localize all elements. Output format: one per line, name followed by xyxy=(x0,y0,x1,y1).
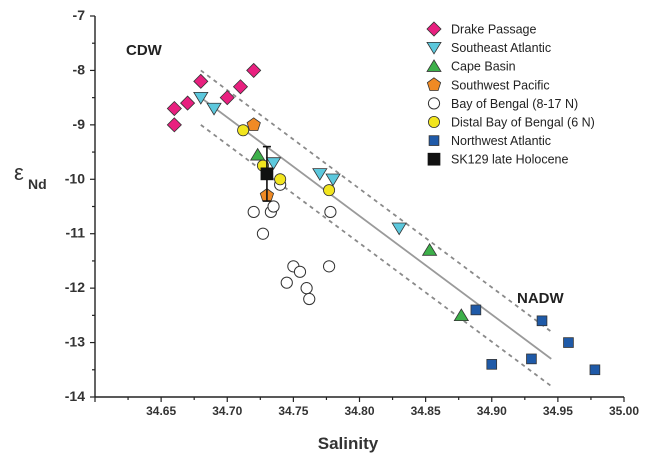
point-drake-passage xyxy=(246,62,262,78)
axes: 34.65 34.70 34.75 34.80 34.85 34.90 34.95 35.00… xyxy=(65,7,640,418)
x-tick-label: 34.70 xyxy=(212,404,242,418)
legend: Drake Passage Southeast Atlantic Cape Basi… xyxy=(426,21,595,167)
y-tick-label: -10 xyxy=(65,170,85,186)
legend-marker-southwest-pacific xyxy=(426,77,442,91)
x-tick-label: 34.95 xyxy=(543,404,573,418)
legend-marker-cape-basin xyxy=(426,59,442,72)
legend-label-bay-of-bengal-8-17-n: Bay of Bengal (8-17 N) xyxy=(451,97,578,111)
y-tick-label: -9 xyxy=(73,116,86,132)
point-bay-of-bengal-8-17-n xyxy=(280,276,293,289)
nadw-label: NADW xyxy=(517,290,564,307)
point-southeast-atlantic xyxy=(325,173,341,187)
point-drake-passage xyxy=(180,95,196,111)
point-distal-bay-of-bengal-6-n xyxy=(323,184,336,197)
point-distal-bay-of-bengal-6-n xyxy=(237,124,250,137)
point-bay-of-bengal-8-17-n xyxy=(267,200,280,213)
y-tick-label: -7 xyxy=(73,7,86,23)
point-southeast-atlantic xyxy=(193,91,209,105)
point-northwest-atlantic xyxy=(589,364,601,376)
legend-label-sk129-late-holocene: SK129 late Holocene xyxy=(451,153,568,167)
point-drake-passage xyxy=(166,100,182,117)
x-tick-label: 34.90 xyxy=(477,404,507,418)
point-cape-basin xyxy=(453,308,470,322)
point-northwest-atlantic xyxy=(526,353,537,365)
y-tick-label: -12 xyxy=(65,279,85,295)
y-axis-title: ε Nd xyxy=(14,160,47,192)
point-drake-passage xyxy=(232,79,249,95)
point-southeast-atlantic xyxy=(206,102,222,116)
x-tick-label: 34.75 xyxy=(278,404,308,418)
point-cape-basin xyxy=(421,242,438,256)
legend-marker-drake-passage xyxy=(426,21,442,37)
legend-label-cape-basin: Cape Basin xyxy=(451,60,516,74)
legend-marker-sk129-late-holocene xyxy=(427,152,441,166)
point-northwest-atlantic xyxy=(486,359,498,370)
point-southwest-pacific xyxy=(246,117,261,131)
x-tick-label: 34.65 xyxy=(146,404,176,418)
data-points xyxy=(166,62,601,376)
point-cape-basin xyxy=(249,147,266,161)
point-southeast-atlantic xyxy=(391,222,407,236)
y-tick-label: -14 xyxy=(65,388,85,404)
point-drake-passage xyxy=(166,117,182,133)
point-bay-of-bengal-8-17-n xyxy=(324,205,337,219)
legend-label-southwest-pacific: Southwest Pacific xyxy=(451,78,550,92)
legend-marker-distal-bay-of-bengal-6-n xyxy=(427,116,440,129)
legend-label-southeast-atlantic: Southeast Atlantic xyxy=(451,41,551,55)
point-southeast-atlantic xyxy=(265,157,282,171)
upper-bound-line xyxy=(200,69,552,333)
x-tick-label: 34.85 xyxy=(411,404,441,418)
y-axis-title-sub: Nd xyxy=(28,176,47,192)
point-bay-of-bengal-8-17-n xyxy=(322,260,336,273)
x-axis-title: Salinity xyxy=(318,434,379,453)
legend-marker-southeast-atlantic xyxy=(426,41,442,55)
point-bay-of-bengal-8-17-n xyxy=(293,265,307,278)
legend-label-distal-bay-of-bengal-6-n: Distal Bay of Bengal (6 N) xyxy=(451,116,595,130)
regression-line xyxy=(200,96,552,360)
point-southeast-atlantic xyxy=(312,168,328,181)
point-distal-bay-of-bengal-6-n xyxy=(274,173,287,186)
legend-marker-northwest-atlantic xyxy=(428,135,440,146)
point-bay-of-bengal-8-17-n xyxy=(256,227,270,240)
point-northwest-atlantic xyxy=(470,304,482,316)
x-tick-label: 35.00 xyxy=(609,404,639,418)
x-tick-label: 34.80 xyxy=(344,404,374,418)
y-tick-label: -11 xyxy=(66,225,86,241)
point-northwest-atlantic xyxy=(563,337,574,348)
y-tick-label: -8 xyxy=(73,61,86,77)
point-northwest-atlantic xyxy=(536,315,548,327)
point-bay-of-bengal-8-17-n xyxy=(247,205,260,219)
point-bay-of-bengal-8-17-n xyxy=(303,292,316,306)
point-drake-passage xyxy=(193,73,209,89)
legend-marker-bay-of-bengal-8-17-n xyxy=(427,97,441,110)
y-tick-label: -13 xyxy=(65,334,85,350)
legend-label-drake-passage: Drake Passage xyxy=(451,23,537,37)
point-bay-of-bengal-8-17-n xyxy=(300,282,313,295)
cdw-label: CDW xyxy=(126,42,163,59)
legend-label-northwest-atlantic: Northwest Atlantic xyxy=(451,134,551,148)
point-sk129-late-holocene xyxy=(260,167,274,181)
point-drake-passage xyxy=(219,90,235,106)
y-axis-title-main: ε xyxy=(14,160,24,185)
